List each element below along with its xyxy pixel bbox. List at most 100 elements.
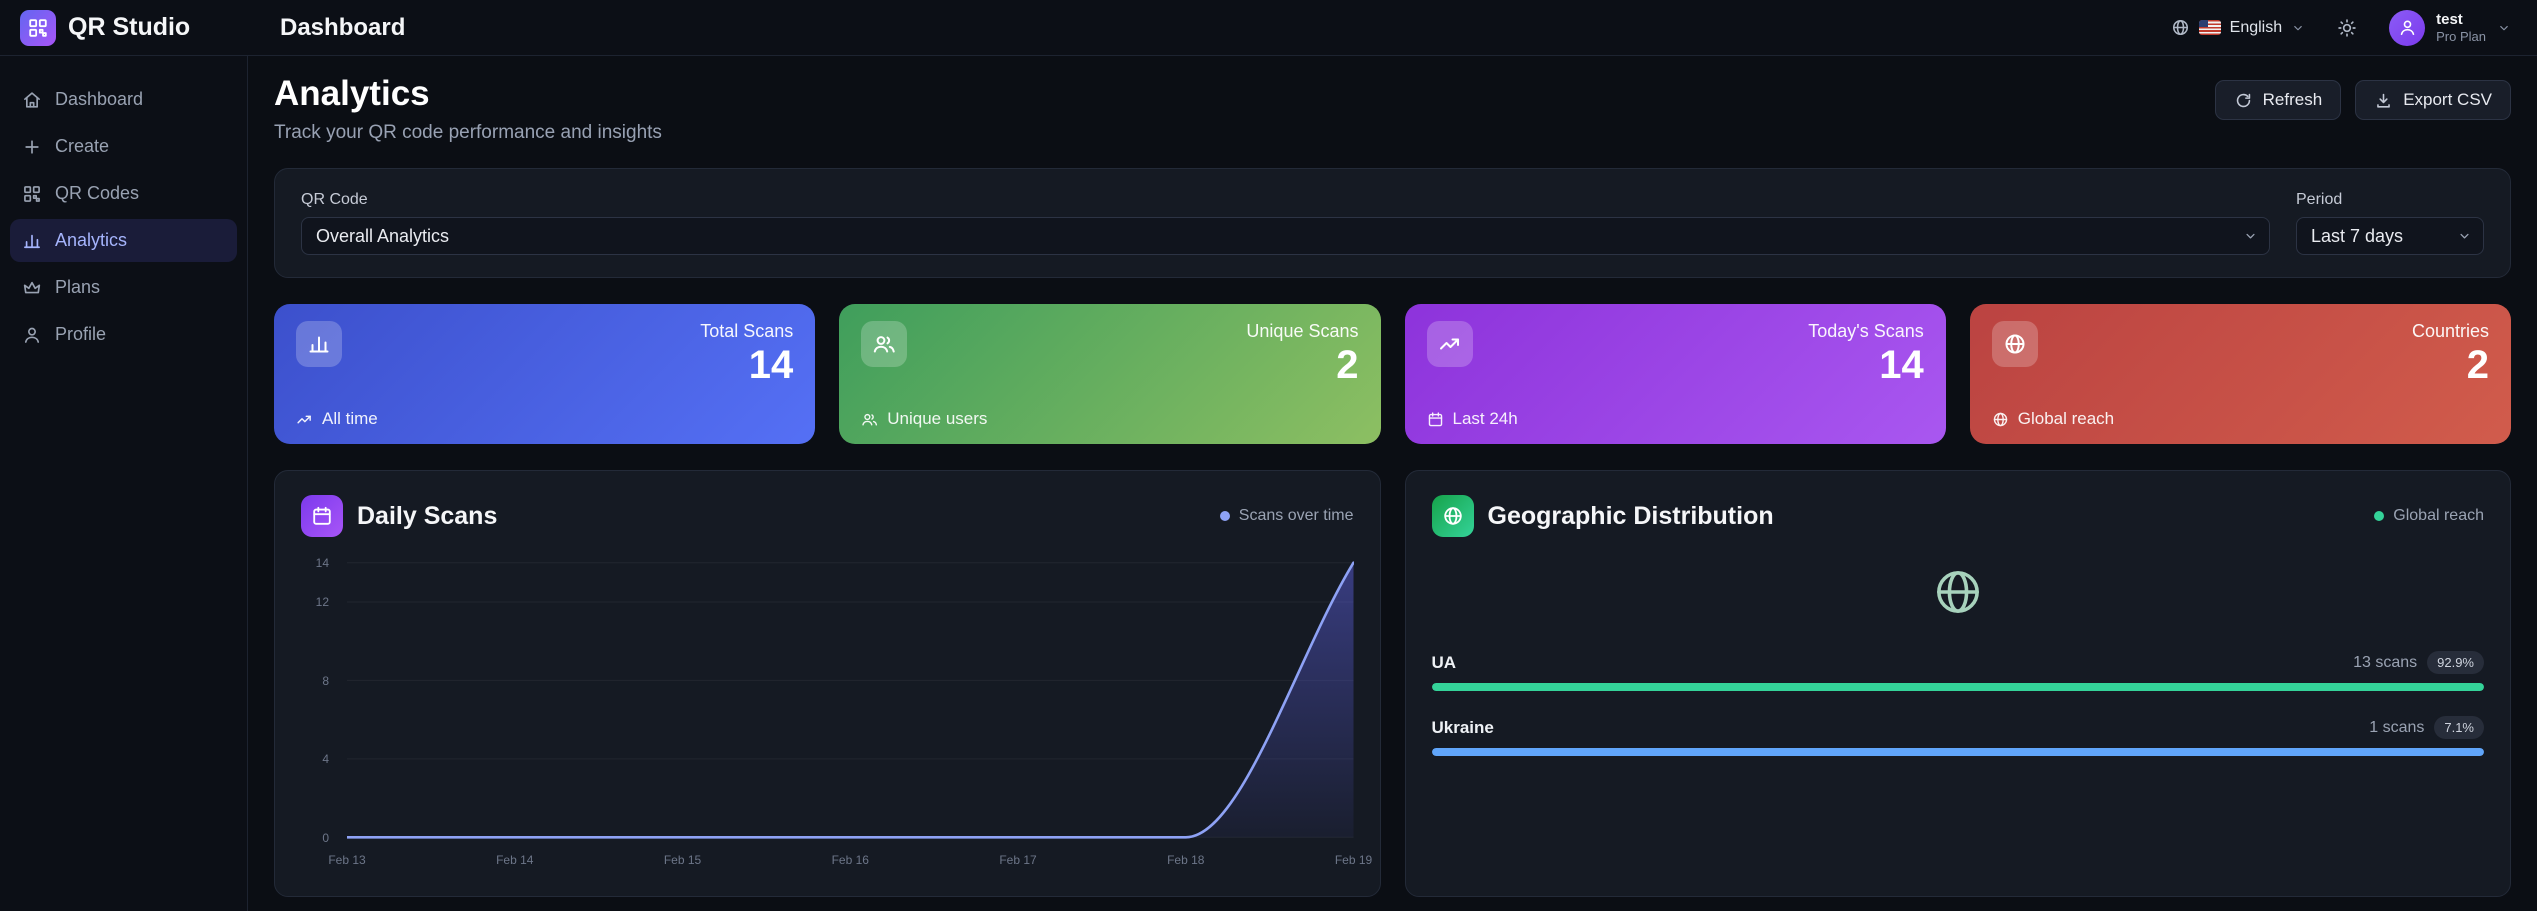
stat-footer-label: Global reach — [2017, 409, 2115, 429]
country-percent-badge: 7.1% — [2434, 716, 2484, 740]
theme-toggle-button[interactable] — [2333, 14, 2361, 42]
page-subtitle: Track your QR code performance and insig… — [274, 122, 662, 144]
home-icon — [22, 90, 42, 110]
legend-dot — [2374, 511, 2385, 522]
chart-legend: Scans over time — [1219, 507, 1354, 525]
user-plan: Pro Plan — [2436, 28, 2486, 44]
user-name: test — [2436, 10, 2463, 28]
country-list: UA 13 scans 92.9% Ukraine — [1431, 651, 2484, 757]
chart-x-axis: Feb 13 Feb 14 Feb 15 Feb 16 Feb 17 Feb 18 Feb … — [328, 853, 1373, 868]
legend-label: Scans over time — [1238, 507, 1354, 525]
users-icon — [861, 411, 878, 428]
flag-icon — [2198, 20, 2221, 35]
bar-chart-icon — [296, 321, 342, 368]
chevron-down-icon — [2291, 21, 2305, 35]
sidebar-item-qr-codes[interactable]: QR Codes — [10, 172, 237, 215]
calendar-icon — [301, 495, 343, 538]
country-progress-fill — [1431, 748, 2484, 757]
stats-row: Total Scans 14 All time Unique Scans 2 — [274, 304, 2511, 445]
stat-footer-label: Unique users — [887, 409, 988, 429]
export-csv-button-label: Export CSV — [2403, 90, 2492, 109]
sidebar-item-profile[interactable]: Profile — [10, 313, 237, 356]
globe-icon — [2171, 18, 2190, 37]
qr-code-icon — [22, 184, 42, 204]
user-menu[interactable]: test Pro Plan — [2389, 9, 2511, 46]
country-progress-bar — [1431, 683, 2484, 692]
sidebar: Dashboard Create QR Codes Analytics Plan… — [0, 56, 248, 911]
calendar-icon — [1427, 411, 1444, 428]
country-label: Ukraine — [1431, 717, 1494, 737]
language-selector[interactable]: English — [2171, 18, 2305, 37]
globe-icon — [1431, 495, 1474, 538]
stat-card-countries: Countries 2 Global reach — [1969, 304, 2511, 445]
language-label: English — [2229, 18, 2283, 36]
filters-card: QR Code Overall Analytics Period Last 7 … — [274, 168, 2511, 279]
chevron-down-icon — [2497, 21, 2511, 35]
app-logo-icon — [20, 9, 56, 46]
stat-footer-label: All time — [322, 409, 378, 429]
export-csv-button[interactable]: Export CSV — [2355, 80, 2511, 120]
qr-code-filter-label: QR Code — [301, 191, 368, 209]
crown-icon — [22, 278, 42, 298]
refresh-button-label: Refresh — [2262, 90, 2323, 109]
stat-value: 14 — [1879, 343, 1924, 388]
refresh-icon — [2234, 91, 2253, 110]
download-icon — [2374, 91, 2393, 110]
country-scans: 13 scans — [2353, 653, 2418, 671]
topbar: QR Studio Dashboard English test Pro Pla… — [0, 0, 2537, 56]
sidebar-item-dashboard[interactable]: Dashboard — [10, 78, 237, 121]
legend-dot — [1219, 511, 1230, 522]
refresh-button[interactable]: Refresh — [2214, 80, 2342, 120]
stat-label: Today's Scans — [1808, 321, 1924, 342]
legend-label: Global reach — [2393, 507, 2484, 525]
charts-row: Daily Scans Scans over time 0 4 8 12 14 — [274, 470, 2511, 898]
sidebar-item-plans[interactable]: Plans — [10, 266, 237, 309]
chart-y-axis: 0 4 8 12 14 — [315, 555, 329, 845]
avatar — [2389, 9, 2426, 46]
chart-title: Daily Scans — [357, 501, 498, 530]
bar-chart-icon — [22, 231, 42, 251]
country-row: Ukraine 1 scans 7.1% — [1431, 716, 2484, 757]
sidebar-item-label: Create — [55, 136, 110, 156]
sidebar-item-create[interactable]: Create — [10, 125, 237, 168]
geographic-distribution-card: Geographic Distribution Global reach UA — [1404, 470, 2511, 898]
country-progress-fill — [1431, 683, 2484, 692]
stat-card-todays-scans: Today's Scans 14 Last 24h — [1404, 304, 1946, 445]
stat-footer-label: Last 24h — [1452, 409, 1518, 429]
country-row: UA 13 scans 92.9% — [1431, 651, 2484, 692]
page-title: Analytics — [274, 74, 430, 113]
chart-title: Geographic Distribution — [1487, 501, 1774, 530]
globe-icon — [1991, 321, 2038, 368]
stat-value: 2 — [2466, 343, 2489, 388]
stat-label: Countries — [2411, 321, 2489, 342]
trending-up-icon — [296, 411, 313, 428]
sidebar-item-label: Profile — [55, 324, 107, 344]
stat-value: 2 — [1336, 343, 1359, 388]
stat-card-unique-scans: Unique Scans 2 Unique users — [839, 304, 1381, 445]
sidebar-item-label: Plans — [55, 277, 101, 297]
period-select[interactable]: Last 7 days — [2296, 217, 2484, 256]
globe-icon — [1992, 411, 2009, 428]
sidebar-item-analytics[interactable]: Analytics — [10, 219, 237, 262]
sidebar-item-label: Dashboard — [55, 89, 144, 109]
chart-plot-area — [347, 557, 1354, 843]
stat-label: Unique Scans — [1246, 321, 1359, 342]
stat-value: 14 — [748, 343, 794, 388]
country-percent-badge: 92.9% — [2427, 651, 2484, 675]
globe-illustration-icon — [1931, 565, 1985, 619]
daily-scans-chart: 0 4 8 12 14 — [301, 553, 1373, 871]
daily-scans-card: Daily Scans Scans over time 0 4 8 12 14 — [274, 470, 1381, 898]
stat-card-total-scans: Total Scans 14 All time — [274, 304, 816, 445]
user-icon — [22, 325, 42, 345]
trending-up-icon — [1426, 321, 1473, 368]
country-label: UA — [1431, 652, 1457, 672]
sidebar-item-label: Analytics — [55, 230, 128, 250]
qr-code-select[interactable]: Overall Analytics — [301, 217, 2270, 256]
stat-label: Total Scans — [700, 321, 794, 342]
topbar-page-title: Dashboard — [280, 13, 406, 41]
country-scans: 1 scans — [2369, 718, 2425, 736]
brand-name: QR Studio — [68, 13, 191, 41]
chart-legend: Global reach — [2374, 507, 2484, 525]
main-content: Analytics Track your QR code performance… — [248, 56, 2537, 911]
sidebar-item-label: QR Codes — [55, 183, 140, 203]
